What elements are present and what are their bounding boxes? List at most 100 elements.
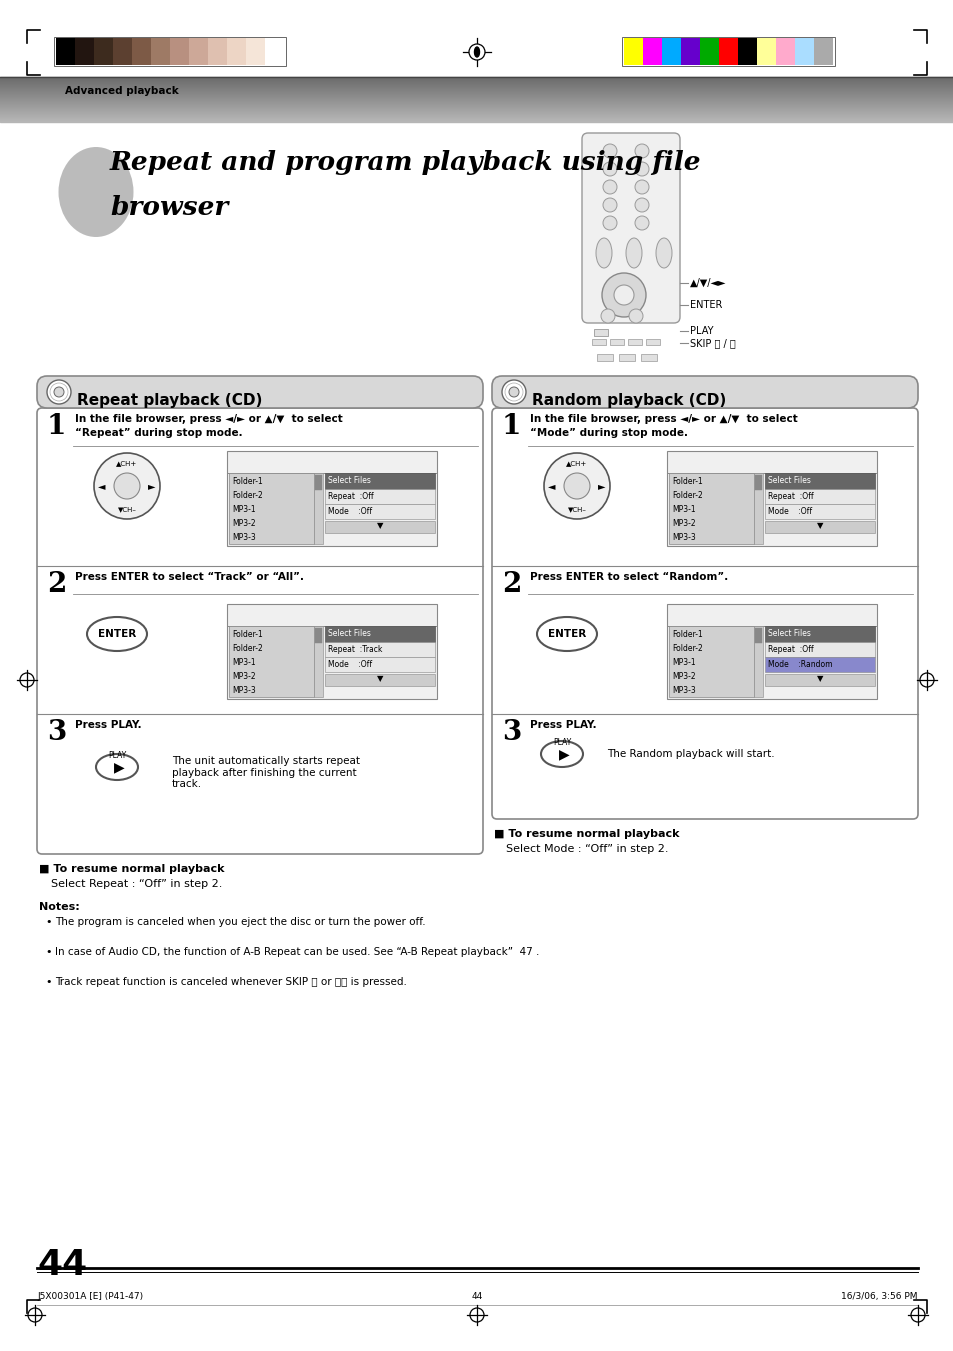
Text: Folder-2: Folder-2 bbox=[232, 490, 262, 500]
Circle shape bbox=[602, 216, 617, 230]
Bar bbox=[627, 339, 641, 345]
Bar bbox=[621, 36, 834, 66]
Bar bbox=[661, 38, 680, 65]
Bar bbox=[325, 642, 435, 657]
Bar bbox=[132, 38, 151, 65]
Text: ▼: ▼ bbox=[816, 674, 822, 684]
Ellipse shape bbox=[625, 238, 641, 267]
Bar bbox=[265, 38, 284, 65]
Text: ►: ► bbox=[598, 481, 605, 490]
Ellipse shape bbox=[474, 47, 479, 57]
Text: Mode    :Off: Mode :Off bbox=[328, 661, 372, 669]
Text: MP3-3: MP3-3 bbox=[671, 534, 695, 542]
Circle shape bbox=[47, 380, 71, 404]
Text: 2: 2 bbox=[47, 571, 67, 598]
Bar bbox=[668, 473, 753, 544]
Bar bbox=[754, 628, 761, 643]
Text: PLAY: PLAY bbox=[553, 738, 571, 747]
FancyBboxPatch shape bbox=[492, 408, 917, 819]
Bar bbox=[764, 626, 874, 642]
Text: MP3-3: MP3-3 bbox=[232, 534, 255, 542]
Text: Repeat  :Track: Repeat :Track bbox=[328, 644, 382, 654]
Bar bbox=[764, 521, 874, 534]
Bar bbox=[719, 38, 738, 65]
Text: •: • bbox=[45, 947, 51, 957]
Text: ENTER: ENTER bbox=[547, 630, 585, 639]
Bar bbox=[757, 38, 775, 65]
Ellipse shape bbox=[96, 754, 138, 780]
Bar bbox=[227, 451, 436, 546]
Circle shape bbox=[635, 180, 648, 195]
Bar bbox=[189, 38, 208, 65]
Text: MP3-2: MP3-2 bbox=[671, 671, 695, 681]
Text: In case of Audio CD, the function of A-B Repeat can be used. See “A-B Repeat pla: In case of Audio CD, the function of A-B… bbox=[55, 947, 538, 957]
Text: MP3-3: MP3-3 bbox=[671, 686, 695, 694]
Bar bbox=[229, 473, 314, 544]
Circle shape bbox=[614, 285, 634, 305]
Text: ▶: ▶ bbox=[113, 761, 124, 774]
Text: MP3-1: MP3-1 bbox=[671, 658, 695, 667]
Circle shape bbox=[600, 309, 615, 323]
Text: ◄: ◄ bbox=[548, 481, 556, 490]
Bar bbox=[314, 476, 322, 490]
Circle shape bbox=[602, 199, 617, 212]
Ellipse shape bbox=[540, 740, 582, 767]
Circle shape bbox=[602, 145, 617, 158]
Text: Press ENTER to select “Random”.: Press ENTER to select “Random”. bbox=[530, 571, 727, 582]
Bar bbox=[314, 626, 323, 697]
Text: Press PLAY.: Press PLAY. bbox=[530, 720, 596, 730]
Circle shape bbox=[635, 199, 648, 212]
Bar bbox=[764, 504, 874, 519]
Bar bbox=[597, 354, 613, 361]
Text: Random playback (CD): Random playback (CD) bbox=[532, 393, 725, 408]
Text: ▼CH–: ▼CH– bbox=[567, 507, 586, 512]
Text: In the file browser, press ◄/► or ▲/▼  to select: In the file browser, press ◄/► or ▲/▼ to… bbox=[530, 413, 797, 424]
Circle shape bbox=[543, 453, 609, 519]
Text: •: • bbox=[45, 917, 51, 927]
Text: Repeat  :Off: Repeat :Off bbox=[767, 492, 813, 501]
Text: 44: 44 bbox=[471, 1292, 482, 1301]
Text: ►: ► bbox=[148, 481, 155, 490]
FancyBboxPatch shape bbox=[492, 376, 917, 408]
Text: PLAY: PLAY bbox=[108, 751, 126, 761]
Text: Folder-1: Folder-1 bbox=[232, 630, 262, 639]
Text: ▶: ▶ bbox=[558, 747, 569, 761]
Text: Repeat  :Off: Repeat :Off bbox=[767, 644, 813, 654]
FancyBboxPatch shape bbox=[37, 408, 482, 854]
Ellipse shape bbox=[596, 238, 612, 267]
Bar bbox=[227, 604, 436, 698]
Text: MP3-1: MP3-1 bbox=[671, 505, 695, 513]
Text: 16/3/06, 3:56 PM: 16/3/06, 3:56 PM bbox=[841, 1292, 917, 1301]
Text: Mode    :Off: Mode :Off bbox=[328, 507, 372, 516]
Bar bbox=[764, 473, 874, 489]
Text: Folder-2: Folder-2 bbox=[232, 644, 262, 653]
Bar bbox=[668, 626, 753, 697]
Text: ▲CH+: ▲CH+ bbox=[116, 459, 137, 466]
Bar bbox=[813, 38, 832, 65]
Text: 2: 2 bbox=[501, 571, 521, 598]
Text: Mode    :Random: Mode :Random bbox=[767, 661, 832, 669]
Bar bbox=[56, 38, 75, 65]
Text: Select Files: Select Files bbox=[767, 630, 810, 638]
Circle shape bbox=[635, 216, 648, 230]
Text: browser: browser bbox=[110, 195, 228, 220]
Text: Select Files: Select Files bbox=[328, 630, 371, 638]
Bar bbox=[325, 674, 435, 686]
Text: MP3-1: MP3-1 bbox=[232, 505, 255, 513]
Circle shape bbox=[635, 145, 648, 158]
Circle shape bbox=[113, 473, 140, 499]
Bar bbox=[618, 354, 635, 361]
Bar bbox=[112, 38, 132, 65]
FancyBboxPatch shape bbox=[37, 376, 482, 408]
Circle shape bbox=[469, 45, 484, 59]
Bar bbox=[229, 626, 314, 697]
Circle shape bbox=[94, 453, 160, 519]
Text: Mode    :Off: Mode :Off bbox=[767, 507, 811, 516]
Text: Select Repeat : “Off” in step 2.: Select Repeat : “Off” in step 2. bbox=[51, 880, 222, 889]
Text: SKIP ⏮ / ⏭: SKIP ⏮ / ⏭ bbox=[689, 338, 735, 349]
Bar bbox=[753, 473, 762, 544]
Text: ENTER: ENTER bbox=[689, 300, 721, 309]
Bar bbox=[645, 339, 659, 345]
Bar bbox=[94, 38, 112, 65]
Text: MP3-1: MP3-1 bbox=[232, 658, 255, 667]
